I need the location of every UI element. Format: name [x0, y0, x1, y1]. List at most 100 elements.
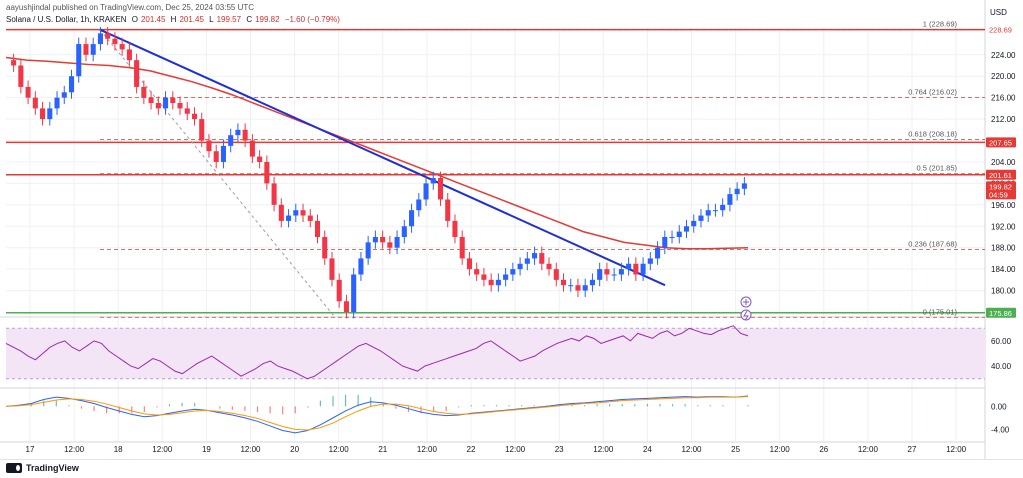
brand-name: TradingView — [26, 463, 79, 473]
candle-body — [662, 236, 668, 248]
price-label-text: 199.82 — [989, 182, 1012, 191]
candle-body — [466, 258, 472, 270]
candle-body — [40, 108, 46, 120]
candle-body — [503, 274, 509, 280]
candle-body — [184, 108, 190, 114]
ohlc-row: Solana / U.S. Dollar, 1h, KRAKEN O 201.45… — [6, 15, 343, 24]
candle-body — [11, 60, 17, 66]
candle-body — [589, 279, 595, 286]
price-label-bg — [986, 189, 1016, 200]
candle-body — [705, 210, 711, 216]
open-label: O — [131, 15, 138, 24]
price-label-bg — [986, 24, 1016, 35]
x-tick-label: 12:00 — [681, 445, 702, 454]
candle-body — [264, 161, 270, 184]
candle-body — [365, 242, 371, 259]
fib-level-label: 0 (175.01) — [923, 307, 958, 316]
candle-body — [242, 129, 248, 141]
candle-body — [126, 49, 132, 61]
signal-line — [5, 396, 749, 431]
candle-body — [437, 178, 444, 200]
x-tick-label: 12:00 — [64, 445, 85, 454]
fib-diagonal — [99, 29, 336, 318]
y-tick-label: 212.00 — [991, 115, 1016, 124]
x-tick-label: 12:00 — [770, 445, 791, 454]
candle-body — [539, 253, 545, 264]
candle-body — [698, 215, 704, 221]
candle-body — [47, 108, 53, 120]
candle-body — [351, 274, 357, 312]
x-tick-label: 17 — [26, 445, 35, 454]
lightning-icon — [740, 309, 752, 321]
candle-body — [68, 76, 75, 93]
candle-body — [676, 231, 682, 237]
rsi-line — [5, 325, 749, 380]
price-axis[interactable]: 180.00184.00188.00192.00196.00200.00204.… — [991, 51, 1016, 435]
currency-label[interactable]: USD — [990, 8, 1007, 17]
price-label-bg — [986, 181, 1016, 192]
rsi-tick-label: 40.00 — [991, 362, 1012, 371]
candle-body — [647, 258, 653, 264]
tradingview-logo-icon — [6, 463, 22, 473]
candle-body — [597, 269, 603, 280]
candle-body — [141, 86, 147, 98]
candle-body — [191, 113, 198, 120]
candle-body — [416, 199, 422, 211]
candle-body — [474, 269, 480, 275]
high-label: H — [170, 15, 177, 24]
open-value: 201.45 — [140, 15, 166, 24]
candle-body — [343, 301, 349, 312]
candle-body — [720, 204, 726, 211]
candle-body — [618, 269, 624, 275]
candle-body — [423, 183, 429, 200]
candle-body — [148, 97, 154, 104]
candle-body — [177, 103, 183, 109]
trendline[interactable] — [99, 28, 666, 287]
moving-average-line — [5, 56, 749, 250]
grid — [0, 0, 986, 460]
chart-icons[interactable] — [740, 296, 752, 321]
candle-body — [155, 103, 161, 109]
candle-body — [32, 97, 38, 109]
y-tick-label: 216.00 — [991, 94, 1016, 103]
candle-body — [553, 269, 559, 280]
symbol-title[interactable]: Solana / U.S. Dollar, 1h, KRAKEN — [6, 15, 127, 24]
candle-body — [394, 236, 400, 248]
candle-body — [611, 274, 617, 276]
y-tick-label: 184.00 — [991, 265, 1016, 274]
candle-body — [488, 279, 494, 286]
candle-body — [532, 253, 538, 259]
change-value: −1.60 (−0.79%) — [284, 15, 340, 24]
candle-body — [18, 65, 24, 87]
candle-body — [409, 210, 415, 227]
candle-body — [249, 140, 255, 157]
x-tick-label: 12:00 — [858, 445, 879, 454]
macd-tick-label: 0.00 — [991, 402, 1007, 411]
price-label-text: 228.69 — [989, 26, 1012, 35]
candle-body — [329, 258, 335, 280]
candle-body — [90, 44, 96, 55]
x-tick-label: 12:00 — [240, 445, 261, 454]
candle-body — [170, 97, 176, 104]
x-tick-label: 12:00 — [593, 445, 614, 454]
candle-body — [286, 215, 292, 221]
x-tick-label: 25 — [731, 445, 740, 454]
candle-body — [119, 44, 125, 50]
fib-level-label: 0.618 (208.18) — [908, 130, 957, 139]
price-label-text: 04:59 — [989, 190, 1008, 199]
price-label-bg — [986, 307, 1016, 318]
tradingview-logo[interactable]: TradingView — [6, 463, 79, 473]
time-axis[interactable]: 17 12:00 18 12:00 19 12:00 20 12:00 21 12:00 22 12:… — [26, 445, 967, 454]
candle-body — [481, 274, 487, 280]
candle-body — [112, 38, 118, 45]
candle-body — [626, 263, 632, 270]
x-tick-label: 12:00 — [152, 445, 173, 454]
price-label-text: 175.86 — [989, 309, 1012, 318]
x-tick-label: 12:00 — [417, 445, 438, 454]
fib-level-label: 0.5 (201.85) — [917, 163, 958, 172]
fib-retracement[interactable]: 1 (228.69) 0.764 (216.02) 0.618 (208.18) 0.… — [99, 20, 985, 318]
candle-body — [307, 215, 313, 221]
moving-average — [5, 56, 749, 250]
macd — [5, 394, 749, 434]
